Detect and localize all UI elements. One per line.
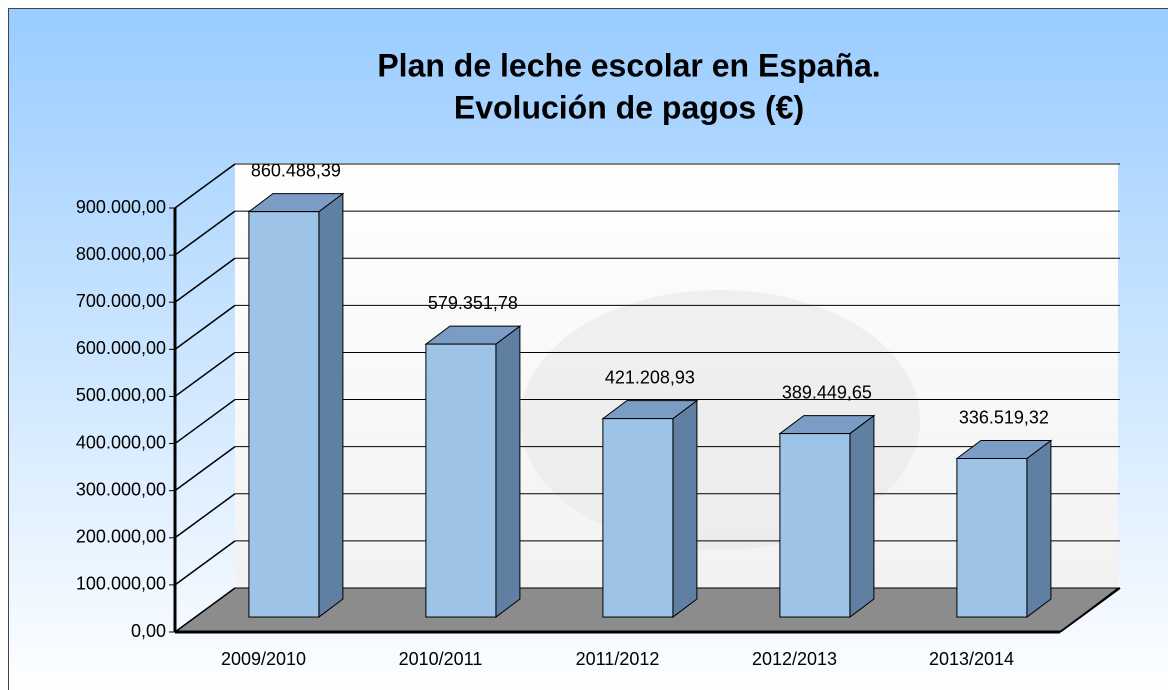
- y-tick-label: 800.000,00: [76, 244, 166, 264]
- bar: [779, 433, 851, 618]
- y-tick-label: 200.000,00: [76, 527, 166, 547]
- y-tick-label: 700.000,00: [76, 291, 166, 311]
- chart-title: Evolución de pagos (€): [454, 89, 804, 125]
- grid-line: [174, 540, 236, 586]
- grid-line: [174, 304, 236, 350]
- bar: [602, 418, 674, 618]
- grid-line: [174, 587, 236, 633]
- bar-side: [672, 399, 698, 619]
- y-tick-label: 100.000,00: [76, 574, 166, 594]
- grid-line: [174, 351, 236, 398]
- data-label: 336.519,32: [959, 407, 1049, 427]
- y-tick-label: 0,00: [131, 621, 166, 641]
- y-tick-label: 900.000,00: [76, 197, 166, 217]
- data-label: 389.449,65: [782, 382, 872, 402]
- grid-line: [174, 163, 236, 209]
- x-tick-label: 2011/2012: [576, 649, 660, 669]
- data-label: 579.351,78: [428, 293, 518, 313]
- grid-line: [174, 446, 236, 492]
- bar-side: [849, 414, 875, 619]
- y-tick-label: 400.000,00: [76, 432, 166, 452]
- y-tick-label: 600.000,00: [76, 338, 166, 358]
- bar-side: [495, 325, 521, 619]
- x-tick-label: 2013/2014: [929, 649, 1014, 669]
- bar: [956, 458, 1028, 618]
- bar: [425, 343, 497, 618]
- x-axis: [1059, 587, 1121, 633]
- x-tick-label: 2010/2011: [399, 649, 483, 669]
- data-label: 421.208,93: [605, 367, 695, 387]
- y-tick-label: 300.000,00: [76, 479, 166, 499]
- bar-side: [318, 192, 344, 619]
- grid-line: [174, 257, 236, 303]
- grid-line: [174, 398, 236, 445]
- y-tick-label: 500.000,00: [76, 385, 166, 405]
- bar-side: [1026, 439, 1052, 619]
- x-tick-label: 2009/2010: [221, 649, 306, 669]
- bar: [248, 211, 320, 618]
- grid-line: [174, 210, 236, 256]
- chart-title: Plan de leche escolar en España.: [377, 47, 880, 83]
- x-tick-label: 2012/2013: [752, 649, 837, 669]
- data-label: 860.488,39: [251, 160, 341, 180]
- grid-line: [174, 493, 236, 539]
